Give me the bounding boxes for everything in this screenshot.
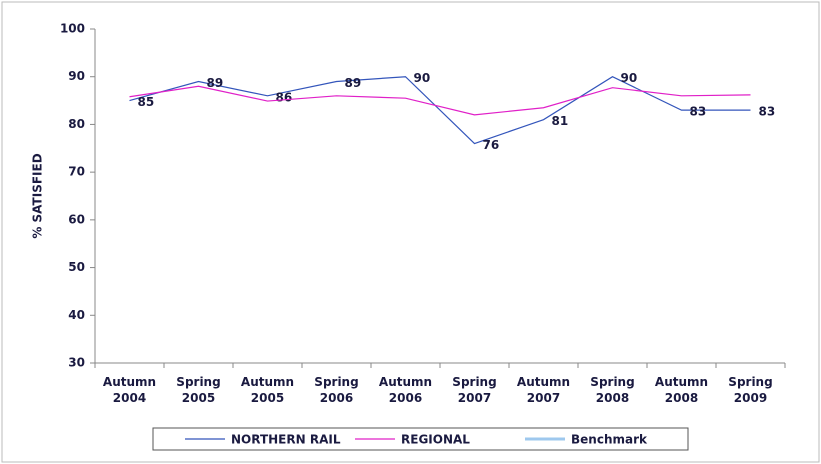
series-line (129, 85, 751, 116)
x-tick-label: Spring 2009 (728, 375, 772, 405)
x-tick-label: Autumn 2006 (379, 375, 432, 405)
x-tick-label: Spring 2005 (176, 375, 220, 405)
data-label: 83 (690, 105, 707, 119)
legend-label: REGIONAL (401, 433, 470, 447)
data-label: 85 (138, 95, 155, 109)
y-tick-label: 60 (68, 212, 85, 226)
y-tick-label: 50 (68, 260, 85, 274)
x-tick-label: Spring 2006 (314, 375, 358, 405)
data-label: 89 (345, 76, 362, 90)
y-tick-label: 30 (68, 356, 85, 370)
data-label: 76 (483, 138, 500, 152)
x-tick-label: Spring 2007 (452, 375, 496, 405)
legend-label: NORTHERN RAIL (231, 433, 341, 447)
legend-box (152, 427, 689, 451)
y-tick-label: 70 (68, 165, 85, 179)
x-tick-label: Autumn 2008 (655, 375, 708, 405)
data-label: 81 (552, 114, 569, 128)
y-tick-label: 100 (60, 22, 85, 36)
x-tick-label: Spring 2008 (590, 375, 634, 405)
data-label: 90 (414, 71, 431, 85)
y-axis-title: % SATISFIED (31, 153, 45, 238)
x-tick-label: Autumn 2005 (241, 375, 294, 405)
x-tick-label: Autumn 2007 (517, 375, 570, 405)
series-line (129, 76, 751, 145)
data-label: 83 (759, 105, 776, 119)
x-tick-label: Autumn 2004 (103, 375, 156, 405)
data-label: 86 (276, 90, 293, 104)
legend-label: Benchmark (571, 433, 648, 447)
y-tick-label: 90 (68, 69, 85, 83)
y-tick-label: 40 (68, 308, 85, 322)
data-label: 89 (207, 76, 224, 90)
data-label: 90 (621, 71, 638, 85)
y-tick-label: 80 (68, 117, 85, 131)
